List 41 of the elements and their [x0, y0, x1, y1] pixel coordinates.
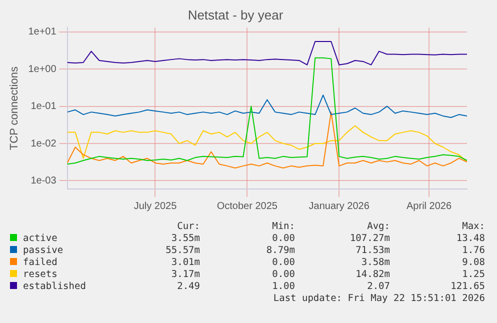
legend-label: resets [22, 269, 58, 281]
text: 3.58m [360, 257, 390, 269]
y-tick-label: 1e+00 [28, 64, 57, 75]
y-tick-label: 1e-03 [30, 175, 57, 186]
text: 8.79m [265, 245, 295, 257]
text: 107.27m [348, 233, 390, 245]
text: 121.65 [450, 281, 485, 293]
y-axis-title: TCP connections [8, 66, 21, 150]
text: 0.00 [271, 233, 295, 245]
text: Cur: [176, 221, 200, 233]
text: 3.17m [170, 269, 200, 281]
text: 71.53m [354, 245, 390, 257]
text: 1.00 [271, 281, 295, 293]
x-tick-label: July 2025 [134, 200, 178, 212]
text: 2.07 [366, 281, 390, 293]
text: 2.49 [176, 281, 200, 293]
text: Last update: Fri May 22 15:51:01 2026 [272, 293, 485, 305]
text: 0.00 [271, 269, 295, 281]
text: 3.01m [170, 257, 200, 269]
y-tick-label: 1e-02 [30, 138, 57, 150]
text: 0.00 [271, 257, 295, 269]
text: 1.76 [461, 245, 485, 257]
legend-label: passive [22, 245, 64, 257]
x-tick-label: April 2026 [406, 200, 452, 212]
legend-label: failed [22, 257, 58, 269]
text: Min: [271, 221, 295, 233]
legend-label: active [22, 233, 58, 245]
text: 55.57m [164, 245, 200, 257]
y-tick-label: 1e+01 [28, 26, 57, 38]
text: Max: [461, 221, 485, 233]
y-tick-label: 1e-01 [30, 101, 57, 112]
text: Avg: [366, 221, 390, 233]
legend-label: established [22, 281, 87, 293]
x-tick-label: January 2026 [308, 200, 370, 212]
text: 1.25 [461, 269, 485, 281]
chart-title: Netstat - by year [188, 7, 284, 22]
x-tick-label: October 2025 [216, 200, 278, 212]
text: 13.48 [455, 233, 485, 245]
text: 14.82m [354, 269, 390, 281]
text: 3.55m [170, 233, 200, 245]
text: 9.08 [461, 257, 485, 269]
